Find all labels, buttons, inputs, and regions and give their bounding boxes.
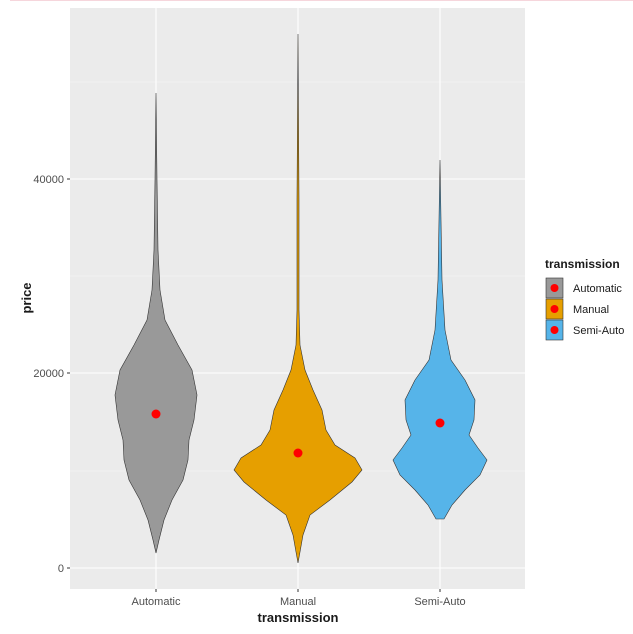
legend: transmission Automatic Manual Semi-Auto bbox=[545, 257, 624, 341]
legend-point-icon bbox=[550, 284, 559, 292]
x-tick-label: Semi-Auto bbox=[414, 596, 465, 608]
mean-point-manual bbox=[293, 448, 303, 458]
legend-item-manual: Manual bbox=[545, 298, 609, 320]
x-tick-label: Manual bbox=[280, 596, 316, 608]
x-axis-title: transmission bbox=[258, 610, 339, 625]
y-tick-label: 20000 bbox=[33, 368, 64, 380]
y-tick-label: 40000 bbox=[33, 174, 64, 186]
violin-manual bbox=[233, 33, 363, 564]
legend-point-icon bbox=[550, 305, 559, 313]
y-tick-label: 0 bbox=[58, 563, 64, 575]
violin-semi-auto bbox=[392, 159, 488, 520]
legend-item-automatic: Automatic bbox=[545, 277, 622, 299]
x-axis-ticks bbox=[155, 589, 441, 592]
y-axis-title: price bbox=[19, 282, 34, 313]
y-axis-ticks bbox=[67, 178, 70, 569]
legend-label: Manual bbox=[573, 304, 609, 316]
legend-item-semi-auto: Semi-Auto bbox=[545, 319, 624, 341]
legend-label: Semi-Auto bbox=[573, 325, 624, 337]
legend-title: transmission bbox=[545, 257, 620, 271]
mean-point-automatic bbox=[151, 409, 161, 419]
legend-label: Automatic bbox=[573, 283, 622, 295]
top-border bbox=[10, 0, 633, 1]
violin-automatic bbox=[114, 92, 198, 554]
mean-point-semi-auto bbox=[435, 418, 445, 428]
x-tick-label: Automatic bbox=[132, 596, 181, 608]
legend-point-icon bbox=[550, 326, 559, 334]
